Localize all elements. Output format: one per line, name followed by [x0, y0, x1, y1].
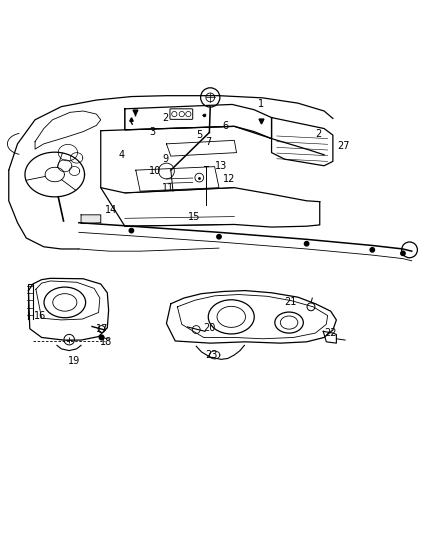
Text: 4: 4 — [118, 150, 124, 160]
Text: 17: 17 — [95, 324, 108, 334]
Circle shape — [304, 241, 309, 246]
Text: 9: 9 — [162, 154, 168, 164]
Text: 2: 2 — [162, 114, 168, 124]
Text: 21: 21 — [284, 297, 296, 308]
Text: 10: 10 — [149, 166, 161, 176]
Text: 7: 7 — [205, 136, 211, 147]
Circle shape — [129, 229, 134, 233]
Text: 11: 11 — [162, 183, 174, 192]
Text: 6: 6 — [223, 122, 229, 131]
Text: 23: 23 — [205, 350, 217, 360]
Text: 13: 13 — [215, 161, 227, 171]
Text: 16: 16 — [34, 311, 46, 320]
Text: 27: 27 — [337, 141, 350, 151]
Text: 5: 5 — [196, 130, 202, 140]
Text: 22: 22 — [324, 328, 337, 338]
Text: 14: 14 — [105, 205, 117, 215]
Text: 15: 15 — [188, 212, 201, 222]
Text: 1: 1 — [258, 100, 265, 109]
Circle shape — [99, 334, 105, 341]
Text: 18: 18 — [100, 337, 112, 347]
Text: 3: 3 — [149, 127, 155, 136]
Circle shape — [401, 251, 405, 255]
Text: 19: 19 — [67, 356, 80, 366]
Circle shape — [217, 235, 221, 239]
Text: 2: 2 — [315, 129, 321, 139]
Text: 12: 12 — [223, 174, 235, 184]
Text: 20: 20 — [204, 323, 216, 333]
Circle shape — [370, 248, 374, 252]
